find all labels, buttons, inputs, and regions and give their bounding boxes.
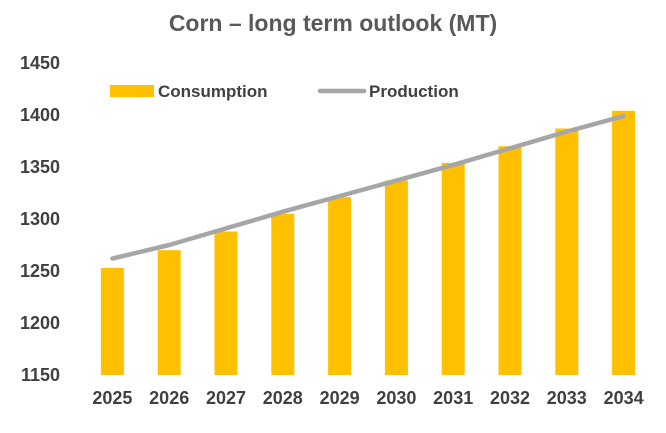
bar-consumption-2034 bbox=[612, 110, 636, 375]
bar-consumption-2026 bbox=[157, 250, 181, 375]
x-tick-label: 2033 bbox=[547, 388, 587, 408]
chart-title: Corn – long term outlook (MT) bbox=[168, 10, 498, 36]
x-tick-label: 2034 bbox=[604, 388, 644, 408]
y-tick-label: 1350 bbox=[20, 157, 60, 177]
legend-label-production: Production bbox=[369, 82, 459, 101]
x-tick-label: 2032 bbox=[490, 388, 530, 408]
legend-swatch-consumption bbox=[110, 85, 154, 97]
x-tick-label: 2030 bbox=[376, 388, 416, 408]
x-tick-label: 2025 bbox=[92, 388, 132, 408]
y-tick-label: 1250 bbox=[20, 261, 60, 281]
bar-consumption-2031 bbox=[441, 162, 465, 375]
bar-consumption-2027 bbox=[214, 231, 238, 375]
bar-consumption-2029 bbox=[328, 197, 352, 375]
x-tick-label: 2031 bbox=[433, 388, 473, 408]
bar-consumption-2025 bbox=[100, 267, 124, 375]
bar-consumption-2033 bbox=[555, 128, 579, 375]
y-tick-label: 1450 bbox=[20, 53, 60, 73]
y-tick-label: 1400 bbox=[20, 105, 60, 125]
bar-consumption-2030 bbox=[384, 180, 408, 375]
x-tick-label: 2029 bbox=[320, 388, 360, 408]
y-tick-label: 1150 bbox=[21, 365, 60, 385]
y-tick-label: 1300 bbox=[20, 209, 60, 229]
x-tick-label: 2027 bbox=[206, 388, 246, 408]
x-tick-label: 2026 bbox=[149, 388, 189, 408]
bar-consumption-2028 bbox=[271, 213, 295, 375]
x-tick-label: 2028 bbox=[263, 388, 303, 408]
legend-label-consumption: Consumption bbox=[158, 82, 268, 101]
production-line bbox=[110, 113, 626, 261]
bar-consumption-2032 bbox=[498, 146, 522, 375]
y-tick-label: 1200 bbox=[20, 313, 60, 333]
